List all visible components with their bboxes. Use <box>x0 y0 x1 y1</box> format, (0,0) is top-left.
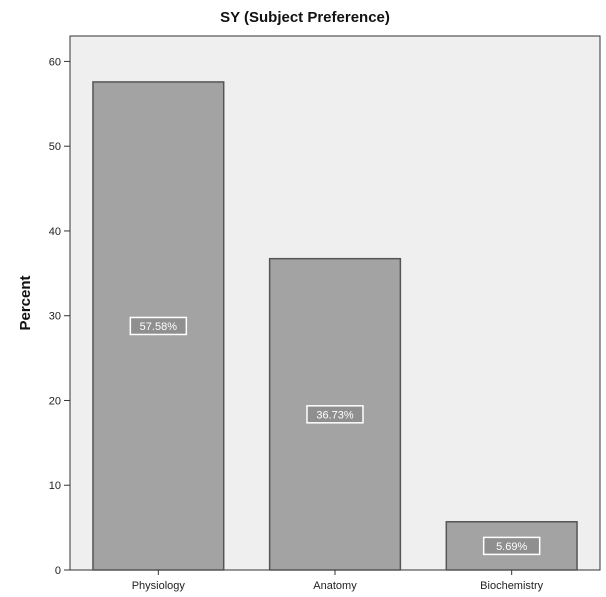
data-label: 57.58% <box>140 321 178 333</box>
y-tick-label: 10 <box>49 480 61 492</box>
bars-group: 57.58% 36.73% 5.69% <box>92 81 578 571</box>
y-tick-label: 30 <box>49 311 61 323</box>
data-label: 36.73% <box>316 409 354 421</box>
x-axis: Physiology Anatomy Biochemistry <box>132 570 544 592</box>
data-label: 5.69% <box>496 541 527 553</box>
y-tick-label: 20 <box>49 395 61 407</box>
chart-title: SY (Subject Preference) <box>220 9 390 26</box>
y-tick-label: 60 <box>49 56 61 68</box>
y-tick-label: 40 <box>49 226 61 238</box>
y-axis: 0 10 20 30 40 50 60 <box>49 56 70 577</box>
data-label-box <box>129 316 188 336</box>
x-category-label: Biochemistry <box>480 580 543 592</box>
x-category-label: Physiology <box>132 580 186 592</box>
y-axis-label: Percent <box>17 275 34 330</box>
data-label-box <box>306 405 364 424</box>
y-tick-label: 50 <box>49 141 61 153</box>
data-label-box <box>482 536 541 556</box>
x-category-label: Anatomy <box>313 580 357 592</box>
y-tick-label: 0 <box>55 565 61 577</box>
